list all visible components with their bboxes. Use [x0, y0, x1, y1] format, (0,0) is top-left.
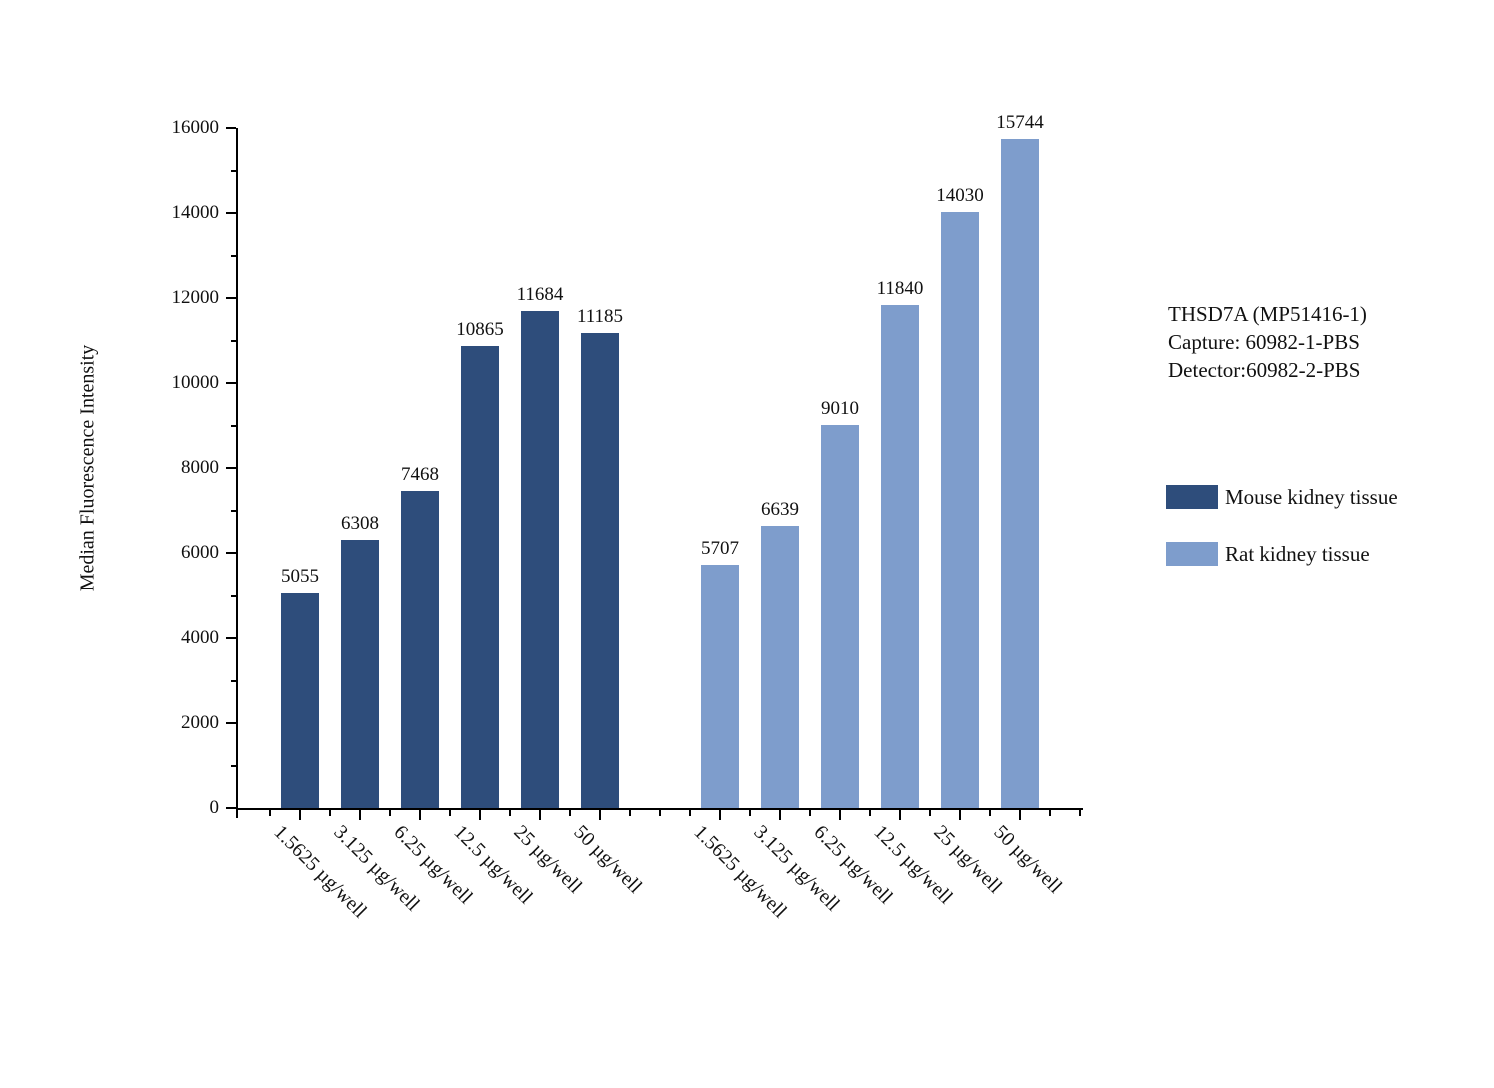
legend-label-rat: Rat kidney tissue [1225, 541, 1370, 566]
x-axis-minor-tick [449, 810, 451, 816]
y-tick-label: 0 [209, 797, 220, 818]
y-axis-major-tick [226, 382, 236, 384]
x-axis-major-tick [359, 810, 361, 820]
bar-value-mouse-6: 11185 [576, 306, 624, 327]
x-axis-minor-tick [749, 810, 751, 816]
y-axis-major-tick [226, 722, 236, 724]
annotation-line-1: THSD7A (MP51416-1) [1168, 302, 1367, 326]
bar-rat-6 [1001, 139, 1039, 808]
y-axis-major-tick [226, 297, 236, 299]
bar-value-rat-4: 11840 [876, 278, 924, 299]
y-axis-minor-tick [231, 254, 236, 257]
y-axis-minor-tick [231, 509, 236, 512]
x-axis-minor-tick [1079, 810, 1081, 816]
y-axis-minor-tick [231, 169, 236, 172]
legend-label-mouse: Mouse kidney tissue [1225, 484, 1398, 509]
y-axis-major-tick [226, 467, 236, 469]
x-axis-major-tick [479, 810, 481, 820]
y-axis-line [236, 128, 238, 810]
legend-item-mouse: Mouse kidney tissue [1166, 484, 1398, 510]
y-axis-minor-tick [231, 764, 236, 767]
bar-value-rat-2: 6639 [761, 499, 799, 520]
x-axis-major-tick [1019, 810, 1021, 820]
x-axis-minor-tick [569, 810, 571, 816]
legend-swatch-rat [1166, 542, 1218, 566]
x-axis-major-tick [299, 810, 301, 820]
legend-swatch-mouse [1166, 485, 1218, 509]
x-axis-minor-tick [389, 810, 391, 816]
bar-value-mouse-1: 5055 [281, 566, 319, 587]
annotation-line-2: Capture: 60982-1-PBS [1168, 330, 1360, 354]
bar-value-rat-5: 14030 [936, 185, 984, 206]
y-axis-minor-tick [231, 594, 236, 597]
y-axis-minor-tick [231, 424, 236, 427]
bar-rat-2 [761, 526, 799, 808]
y-axis-major-tick [226, 637, 236, 639]
x-axis-major-tick [419, 810, 421, 820]
y-tick-label: 2000 [181, 712, 219, 733]
x-axis-minor-tick [809, 810, 811, 816]
x-axis-minor-tick [329, 810, 331, 816]
x-axis-major-tick [779, 810, 781, 820]
legend: Mouse kidney tissue Rat kidney tissue [1166, 484, 1398, 598]
x-axis-minor-tick [1049, 810, 1051, 816]
x-axis-major-tick [959, 810, 961, 820]
y-tick-label: 10000 [171, 372, 220, 393]
y-axis-major-tick [226, 212, 236, 214]
x-axis-minor-tick [929, 810, 931, 816]
y-axis-minor-tick [231, 679, 236, 682]
bar-value-rat-6: 15744 [996, 112, 1044, 133]
bar-value-mouse-3: 7468 [401, 464, 439, 485]
x-axis-minor-tick [269, 810, 271, 816]
y-axis-major-tick [226, 807, 236, 809]
y-axis-minor-tick [231, 339, 236, 342]
bar-mouse-6 [581, 333, 619, 808]
bar-value-rat-3: 9010 [821, 398, 859, 419]
bar-value-mouse-4: 10865 [456, 319, 504, 340]
y-axis-major-tick [226, 127, 236, 129]
bar-rat-4 [881, 305, 919, 808]
bar-mouse-5 [521, 311, 559, 808]
y-tick-label: 16000 [171, 117, 220, 138]
bar-mouse-1 [281, 593, 319, 808]
x-axis-major-tick [719, 810, 721, 820]
bar-value-mouse-2: 6308 [341, 513, 379, 534]
x-axis-major-tick [599, 810, 601, 820]
bar-mouse-2 [341, 540, 379, 808]
x-axis-minor-tick [689, 810, 691, 816]
x-axis-minor-tick [869, 810, 871, 816]
bar-rat-1 [701, 565, 739, 808]
x-axis-major-tick [839, 810, 841, 820]
x-axis-line [236, 808, 1083, 810]
bar-value-rat-1: 5707 [701, 538, 739, 559]
x-axis-minor-tick [509, 810, 511, 816]
legend-item-rat: Rat kidney tissue [1166, 541, 1398, 567]
x-axis-minor-tick [629, 810, 631, 816]
bar-value-mouse-5: 11684 [516, 284, 564, 305]
x-axis-minor-tick [989, 810, 991, 816]
x-axis-major-tick [539, 810, 541, 820]
bar-mouse-3 [401, 491, 439, 808]
bar-rat-5 [941, 212, 979, 808]
y-axis-major-tick [226, 552, 236, 554]
annotation-line-3: Detector:60982-2-PBS [1168, 358, 1361, 382]
bar-rat-3 [821, 425, 859, 808]
x-axis-minor-tick [659, 810, 661, 816]
y-tick-label: 6000 [181, 542, 219, 563]
y-tick-label: 4000 [181, 627, 219, 648]
y-tick-label: 14000 [171, 202, 220, 223]
y-tick-label: 12000 [171, 287, 220, 308]
y-tick-label: 8000 [181, 457, 219, 478]
annotation-block: THSD7A (MP51416-1) Capture: 60982-1-PBS … [1168, 300, 1367, 384]
x-axis-major-tick [899, 810, 901, 820]
x-axis-corner-tick [236, 810, 238, 818]
bar-mouse-4 [461, 346, 499, 808]
